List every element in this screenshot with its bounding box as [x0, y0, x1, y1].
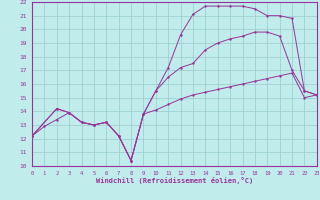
- X-axis label: Windchill (Refroidissement éolien,°C): Windchill (Refroidissement éolien,°C): [96, 177, 253, 184]
